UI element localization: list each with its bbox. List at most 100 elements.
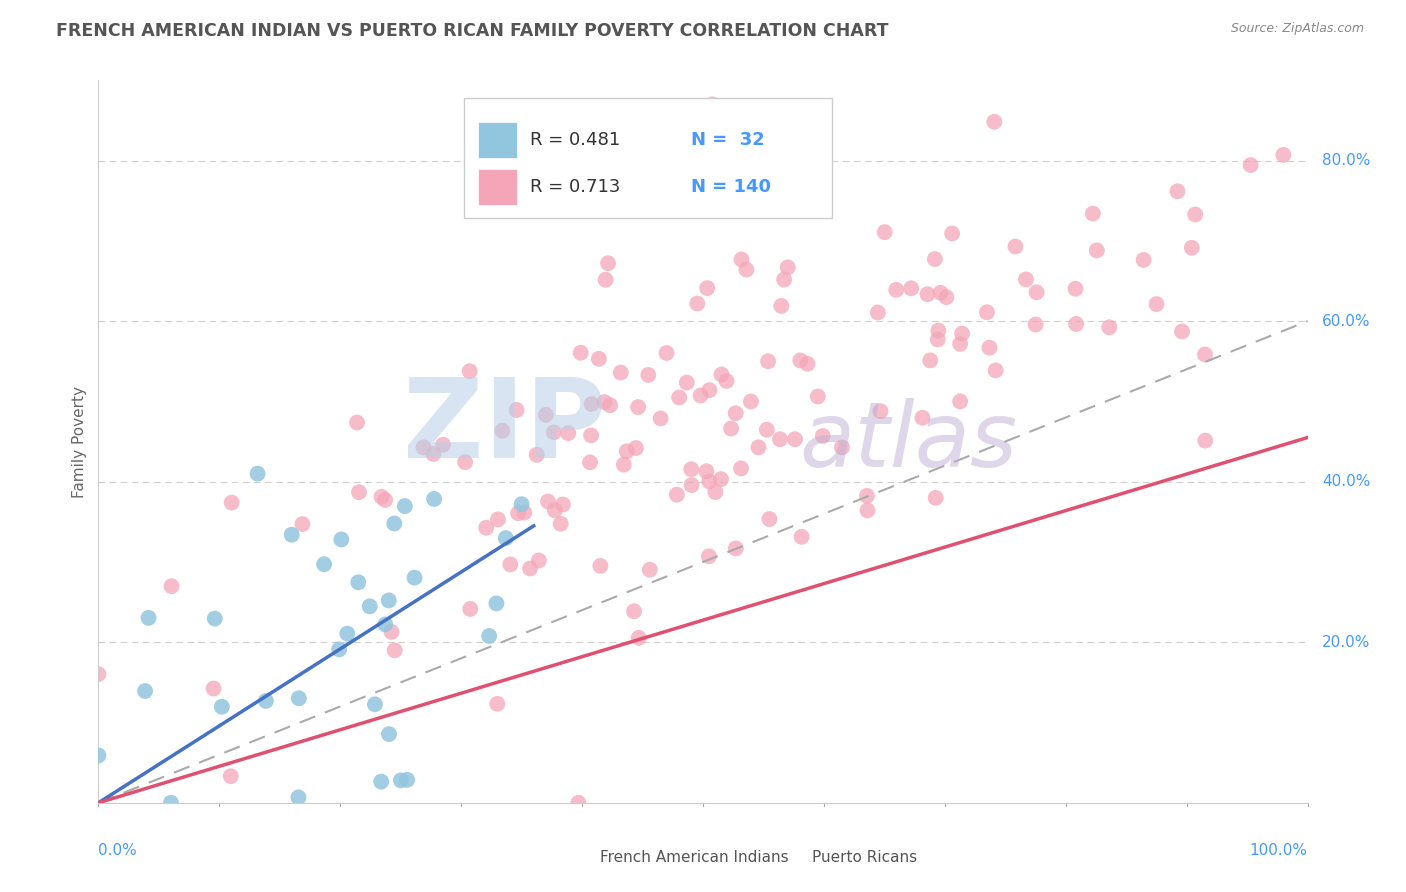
Point (755, 423, 778, 437)
Point (1025, 318, 1047, 332)
Point (610, 366, 633, 380)
Point (1181, 241, 1204, 255)
Point (911, 410, 934, 425)
Point (589, 558, 612, 573)
Text: Source: ZipAtlas.com: Source: ZipAtlas.com (1230, 22, 1364, 36)
Point (920, 353, 942, 368)
Point (364, 698, 387, 712)
Point (499, 558, 522, 572)
Point (616, 444, 638, 458)
Point (710, 368, 733, 382)
Point (650, 411, 672, 425)
Point (478, 629, 501, 643)
Text: N =  32: N = 32 (690, 131, 765, 149)
Point (884, 283, 907, 297)
Point (783, 432, 806, 446)
Point (747, 441, 769, 455)
Point (382, 516, 405, 531)
Point (681, 478, 703, 492)
Point (336, 626, 359, 640)
Point (211, 699, 233, 714)
Text: French American Indians: French American Indians (600, 850, 789, 864)
Point (380, 624, 402, 639)
Point (328, 642, 350, 657)
Point (637, 368, 659, 382)
Point (1194, 347, 1216, 361)
Point (724, 406, 747, 420)
Point (873, 225, 896, 239)
Text: 0.0%: 0.0% (98, 843, 138, 857)
Text: Puerto Ricans: Puerto Ricans (811, 850, 917, 864)
FancyBboxPatch shape (569, 834, 598, 855)
Text: 60.0%: 60.0% (1322, 314, 1371, 328)
Point (219, 769, 242, 783)
Point (1064, 317, 1087, 331)
Point (204, 611, 226, 625)
Point (346, 416, 368, 430)
Point (1085, 244, 1108, 258)
Point (537, 494, 560, 508)
Point (675, 376, 697, 390)
Point (686, 296, 709, 310)
Point (314, 558, 336, 572)
Point (505, 403, 527, 417)
Point (720, 421, 742, 435)
Point (221, 495, 243, 509)
Point (696, 281, 718, 295)
Point (134, 684, 156, 698)
Point (544, 503, 567, 517)
Text: 20.0%: 20.0% (1322, 635, 1371, 649)
Point (704, 485, 727, 500)
Y-axis label: Family Poverty: Family Poverty (72, 385, 87, 498)
Point (87, 667, 110, 681)
Point (735, 262, 758, 277)
Point (510, 497, 533, 511)
Point (807, 390, 830, 404)
Point (389, 773, 412, 788)
Point (581, 397, 603, 411)
Point (543, 425, 565, 440)
Point (1194, 434, 1216, 448)
Text: N = 140: N = 140 (690, 178, 770, 196)
FancyBboxPatch shape (464, 98, 832, 218)
Point (856, 489, 879, 503)
FancyBboxPatch shape (478, 169, 517, 205)
Point (291, 517, 314, 532)
Point (422, 447, 444, 461)
Point (1167, 184, 1189, 198)
Point (412, 440, 434, 454)
Point (681, 462, 703, 476)
Point (423, 491, 446, 506)
Point (935, 290, 957, 304)
Point (927, 324, 949, 338)
Point (627, 631, 650, 645)
Text: 40.0%: 40.0% (1322, 475, 1371, 489)
Point (831, 441, 853, 455)
Point (776, 260, 799, 275)
Text: R = 0.713: R = 0.713 (530, 178, 620, 196)
Point (623, 604, 645, 618)
Point (330, 533, 353, 547)
Point (287, 790, 309, 805)
Point (378, 727, 401, 741)
Point (396, 772, 419, 787)
Point (280, 527, 302, 541)
Text: FRENCH AMERICAN INDIAN VS PUERTO RICAN FAMILY POVERTY CORRELATION CHART: FRENCH AMERICAN INDIAN VS PUERTO RICAN F… (56, 22, 889, 40)
Point (202, 681, 225, 696)
Point (527, 553, 550, 567)
Point (458, 364, 481, 378)
Point (551, 498, 574, 512)
Point (638, 563, 661, 577)
Point (593, 395, 616, 409)
Point (695, 464, 717, 478)
Point (378, 593, 401, 607)
Point (699, 383, 721, 397)
Point (1146, 297, 1168, 311)
Point (983, 114, 1005, 128)
Point (588, 351, 610, 366)
Point (811, 429, 834, 443)
Point (856, 503, 879, 517)
Point (730, 252, 752, 267)
Point (1171, 325, 1194, 339)
Point (495, 531, 517, 545)
